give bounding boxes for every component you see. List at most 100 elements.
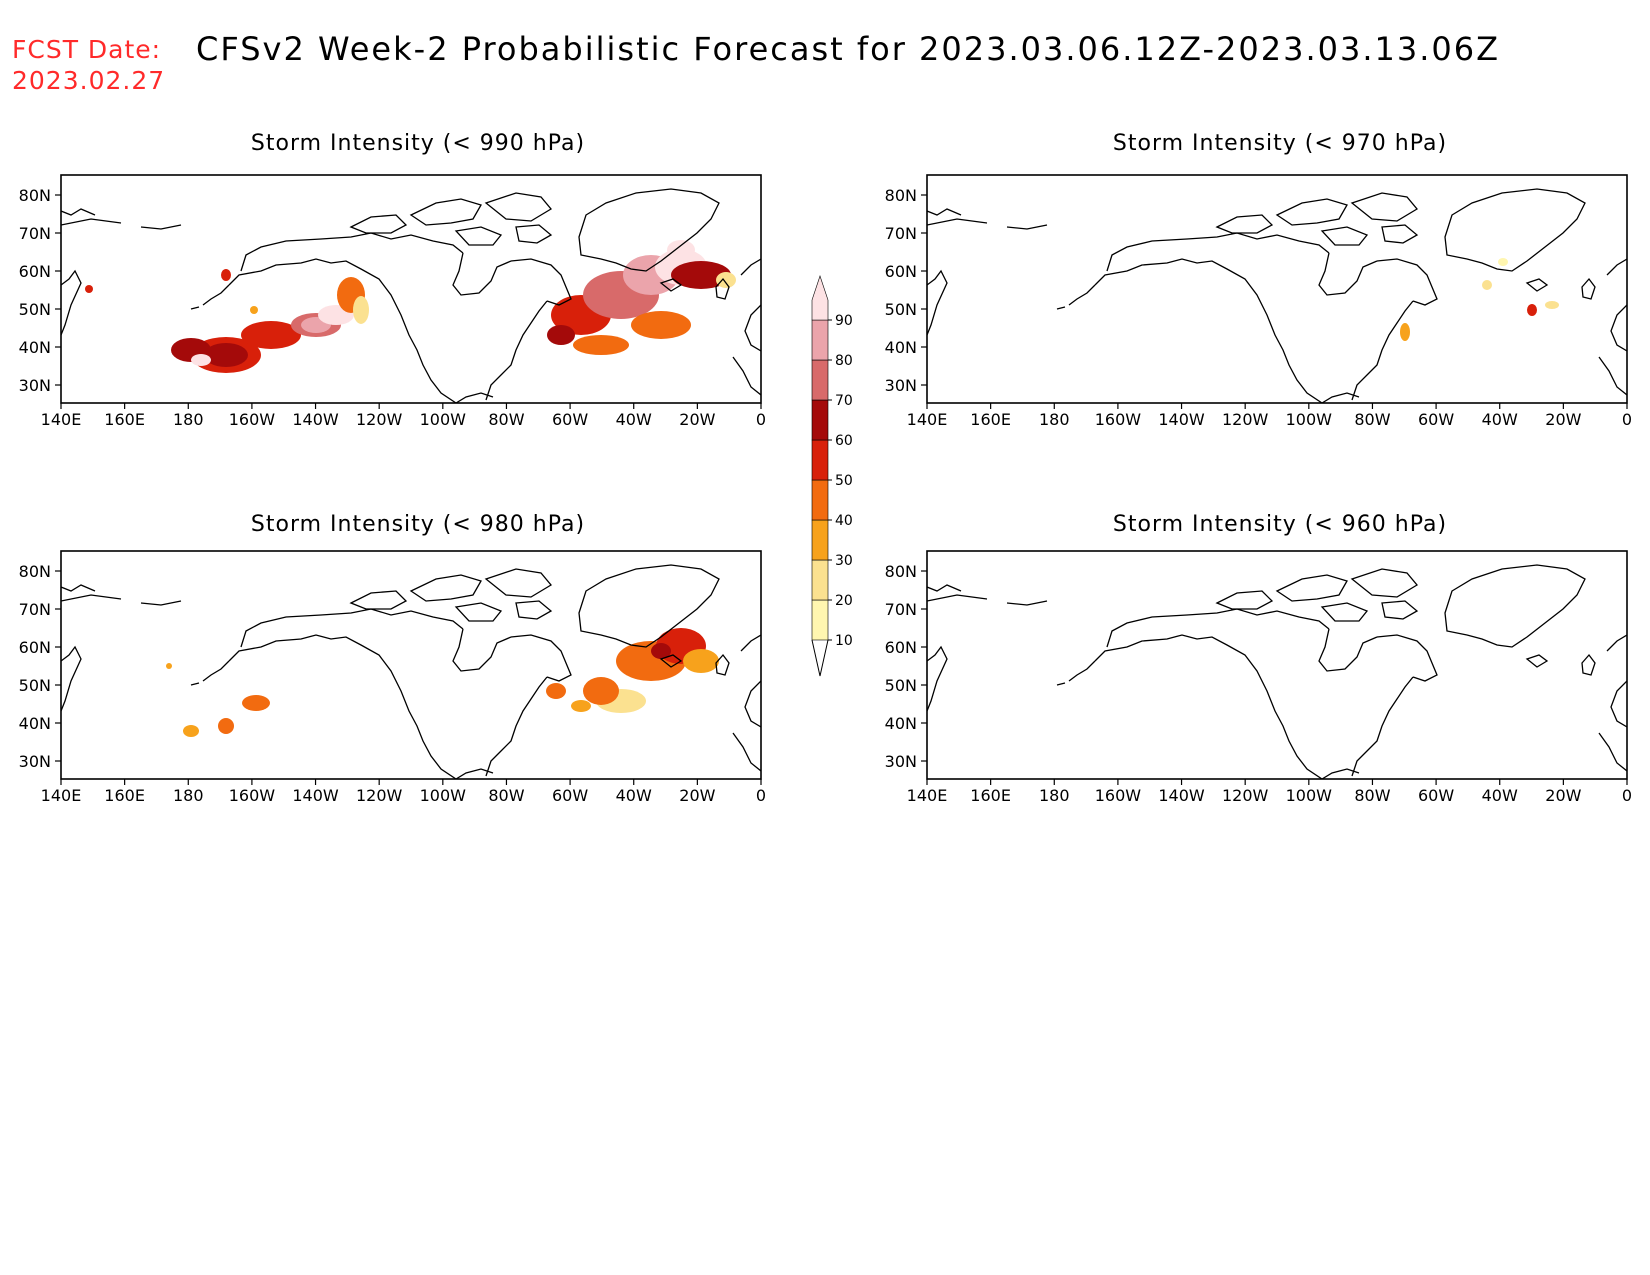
lon-tick-label-p960-0: 140E: [907, 786, 948, 805]
lat-tick-label-p980-0: 80N: [19, 562, 51, 581]
coastline-p960-6: [1321, 768, 1360, 779]
lat-tick-label-p990-2: 60N: [19, 262, 51, 281]
lon-tick-label-p970-9: 40W: [1482, 410, 1518, 429]
probability-shade-p990-9: [191, 354, 211, 366]
probability-shade-p990-10: [221, 269, 231, 281]
coastline-p980-6: [455, 768, 494, 779]
probability-shade-p970-0: [1400, 323, 1410, 341]
coastline-p980-7: [578, 564, 720, 648]
coastline-p960-14: [1581, 653, 1596, 676]
coastline-p990-4: [510, 258, 572, 306]
lat-tick-label-p990-4: 40N: [19, 338, 51, 357]
lon-tick-label-p990-9: 40W: [616, 410, 652, 429]
lon-tick-label-p960-4: 140W: [1158, 786, 1205, 805]
coastline-p960-18: [927, 594, 1048, 606]
colorbar-label-7: 80: [835, 353, 853, 369]
coastline-p980-13: [659, 654, 683, 668]
lat-tick-label-p960-5: 30N: [885, 752, 917, 771]
colorbar-swatch-1: [811, 559, 829, 601]
coastline-p970-11: [1320, 226, 1369, 246]
coastline-p980-16: [732, 732, 761, 772]
lon-tick-label-p970-1: 160E: [970, 410, 1011, 429]
lon-tick-label-p990-7: 80W: [488, 410, 524, 429]
lon-tick-label-p980-4: 140W: [292, 786, 339, 805]
lat-tick-label-p960-4: 40N: [885, 714, 917, 733]
coastline-p960-8: [1215, 590, 1274, 610]
map-frame-p990: [60, 174, 762, 404]
coastline-p960-1: [1056, 660, 1096, 686]
panel-title-990: Storm Intensity (< 990 hPa): [250, 131, 586, 156]
lon-tick-label-p980-7: 80W: [488, 786, 524, 805]
lon-tick-label-p990-4: 140W: [292, 410, 339, 429]
colorbar-swatch-0: [811, 599, 829, 641]
lon-tick-label-p960-6: 100W: [1286, 786, 1333, 805]
lat-tick-label-p980-4: 40N: [19, 714, 51, 733]
coastline-p990-15: [740, 258, 761, 352]
lon-tick-label-p980-6: 100W: [420, 786, 467, 805]
coastline-p960-4: [1376, 634, 1438, 682]
lon-tick-label-p970-5: 120W: [1222, 410, 1269, 429]
lat-tick-label-p970-4: 40N: [885, 338, 917, 357]
colorbar-label-3: 40: [835, 513, 853, 529]
lon-tick-label-p990-5: 120W: [356, 410, 403, 429]
coastline-p960-12: [1381, 600, 1419, 620]
probability-shade-p990-11: [250, 306, 258, 314]
colorbar-swatch-7: [811, 319, 829, 361]
lon-tick-label-p970-6: 100W: [1286, 410, 1333, 429]
coastline-p990-14: [715, 277, 730, 300]
lon-tick-label-p990-8: 60W: [552, 410, 588, 429]
coastline-p960-15: [1606, 634, 1627, 728]
lon-tick-label-p980-2: 180: [173, 786, 204, 805]
probability-shade-p990-1: [204, 343, 248, 367]
coastline-p960-0: [1094, 634, 1323, 779]
coastline-p980-0: [228, 634, 457, 779]
lat-tick-label-p980-1: 70N: [19, 600, 51, 619]
lat-tick-label-p990-1: 70N: [19, 224, 51, 243]
lat-tick-label-p990-5: 30N: [19, 376, 51, 395]
colorbar-swatch-8: [811, 275, 829, 321]
lon-tick-label-p970-2: 180: [1039, 410, 1070, 429]
coastline-p960-16: [1598, 732, 1627, 772]
coastline-p980-14: [715, 653, 730, 676]
probability-shade-p970-1: [1482, 280, 1492, 290]
coastline-p970-4: [1376, 258, 1438, 306]
lon-tick-label-p980-1: 160E: [104, 786, 145, 805]
panel-title-960: Storm Intensity (< 960 hPa): [1112, 512, 1448, 537]
coastline-p980-4: [510, 634, 572, 682]
lon-tick-label-p960-7: 80W: [1354, 786, 1390, 805]
forecast-date-label: FCST Date:: [12, 35, 162, 64]
lon-tick-label-p990-11: 0: [756, 410, 766, 429]
colorbar-label-4: 50: [835, 473, 853, 489]
lat-tick-label-p970-0: 80N: [885, 186, 917, 205]
coastline-p990-10: [484, 192, 552, 222]
coastline-p980-15: [740, 634, 761, 728]
map-frame-p980: [60, 550, 762, 780]
coastline-p990-7: [578, 188, 720, 272]
coastline-p970-0: [1094, 258, 1323, 403]
coastline-p960-5: [1351, 676, 1414, 777]
lon-tick-label-p970-11: 0: [1622, 410, 1632, 429]
colorbar-swatch-5: [811, 399, 829, 441]
lon-tick-label-p980-9: 40W: [616, 786, 652, 805]
lat-tick-label-p980-2: 60N: [19, 638, 51, 657]
lon-tick-label-p980-8: 60W: [552, 786, 588, 805]
colorbar-swatch-2: [811, 519, 829, 561]
map-panel-p990: 80N 70N 60N 50N 40N 30N 140E 160E 180 160W 140W 120…: [19, 174, 766, 429]
lat-tick-label-p970-3: 50N: [885, 300, 917, 319]
coastline-p970-1: [1056, 284, 1096, 310]
forecast-date-block: FCST Date: 2023.02.27: [12, 34, 165, 96]
probability-shade-p980-10: [183, 725, 199, 737]
main-title: CFSv2 Week-2 Probabilistic Forecast for …: [196, 30, 1501, 68]
lon-tick-label-p960-10: 20W: [1545, 786, 1581, 805]
lon-tick-label-p990-1: 160E: [104, 410, 145, 429]
lat-tick-label-p990-3: 50N: [19, 300, 51, 319]
probability-shade-p990-20: [573, 335, 629, 355]
lat-tick-label-p990-0: 80N: [19, 186, 51, 205]
lon-tick-label-p990-0: 140E: [41, 410, 82, 429]
lat-tick-label-p980-5: 30N: [19, 752, 51, 771]
coastline-p960-10: [1350, 568, 1418, 598]
coastline-p990-13: [659, 278, 683, 292]
coastline-p980-1: [190, 660, 230, 686]
probability-shade-p980-2: [651, 643, 671, 659]
probability-shade-p980-7: [546, 683, 566, 699]
